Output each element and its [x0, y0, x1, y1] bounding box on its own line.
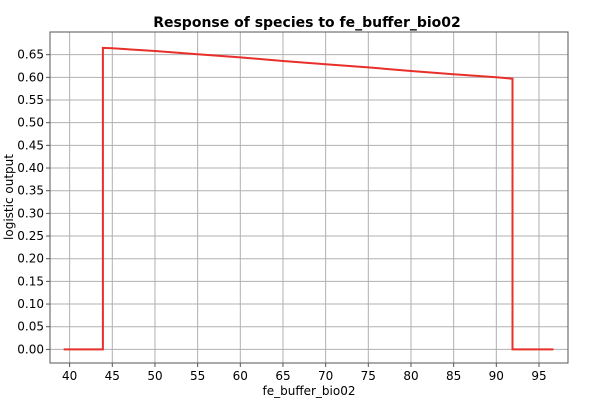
plot-area: [50, 32, 568, 363]
axis-ticks: 40 45 50 55 60 65 70 75 80 85 90 95 0.00 0.05 0.10 0.15…: [17, 48, 546, 383]
x-tick-label: 90: [489, 369, 504, 383]
x-tick-label: 40: [62, 369, 77, 383]
y-axis-label: logistic output: [2, 154, 16, 240]
x-tick-label: 85: [446, 369, 461, 383]
y-tick-label: 0.15: [17, 274, 44, 288]
x-tick-label: 55: [190, 369, 205, 383]
y-tick-label: 0.65: [17, 48, 44, 62]
grid: [50, 32, 568, 363]
y-tick-label: 0.00: [17, 342, 44, 356]
y-tick-label: 0.35: [17, 184, 44, 198]
x-tick-label: 80: [403, 369, 418, 383]
y-tick-label: 0.60: [17, 70, 44, 84]
x-tick-label: 50: [147, 369, 162, 383]
x-tick-label: 70: [318, 369, 333, 383]
x-tick-label: 75: [361, 369, 376, 383]
x-tick-label: 95: [531, 369, 546, 383]
y-tick-label: 0.20: [17, 252, 44, 266]
y-tick-label: 0.05: [17, 320, 44, 334]
y-tick-label: 0.10: [17, 297, 44, 311]
y-tick-label: 0.50: [17, 116, 44, 130]
x-axis-label: fe_buffer_bio02: [263, 384, 356, 398]
x-tick-label: 65: [275, 369, 290, 383]
y-tick-label: 0.30: [17, 206, 44, 220]
chart-title: Response of species to fe_buffer_bio02: [153, 15, 461, 31]
x-tick-label: 60: [233, 369, 248, 383]
y-tick-label: 0.55: [17, 93, 44, 107]
y-tick-label: 0.40: [17, 161, 44, 175]
x-tick-label: 45: [105, 369, 120, 383]
y-tick-label: 0.45: [17, 138, 44, 152]
y-tick-label: 0.25: [17, 229, 44, 243]
